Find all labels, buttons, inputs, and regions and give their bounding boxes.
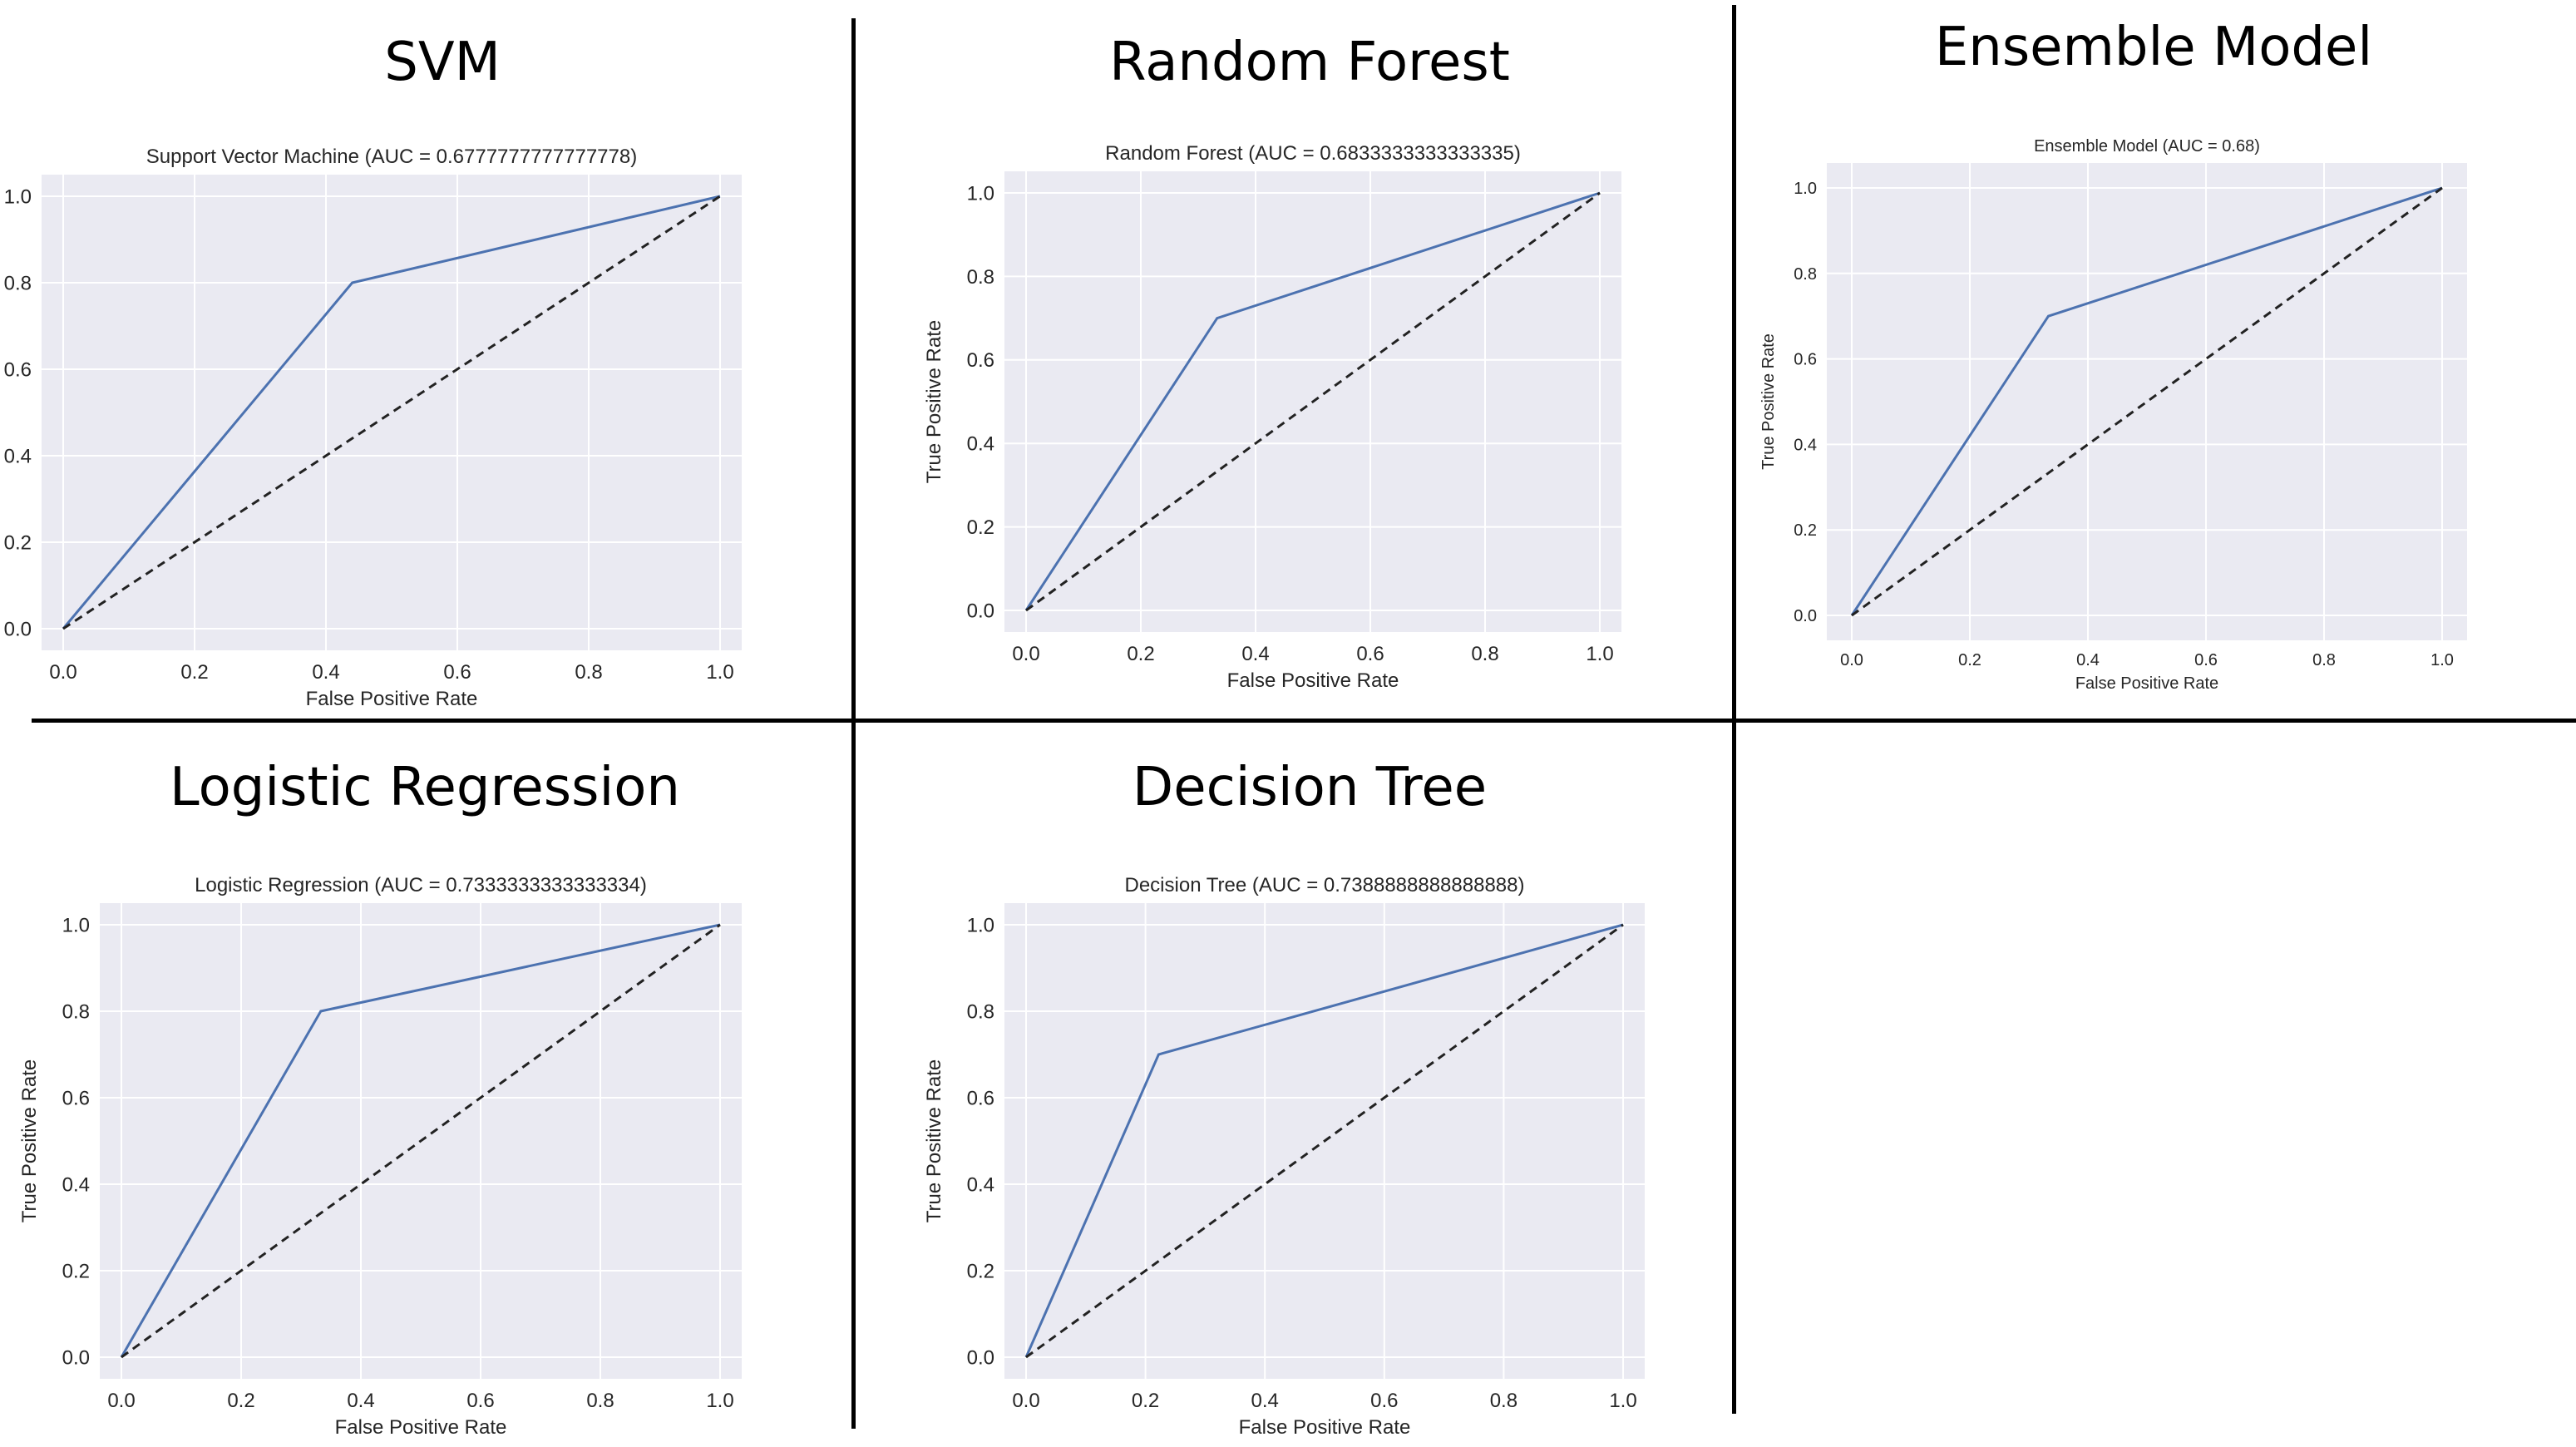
x-tick-label: 0.6 xyxy=(2194,651,2218,669)
x-tick-label: 0.2 xyxy=(1127,643,1154,665)
x-tick-label: 0.0 xyxy=(49,661,76,684)
x-tick-label: 0.0 xyxy=(107,1390,135,1412)
panel-heading-ensemble-model: Ensemble Model xyxy=(1934,17,2373,78)
divider-vertical-right xyxy=(1732,5,1736,1414)
y-tick-label: 0.8 xyxy=(1794,265,1817,284)
y-tick-label: 1.0 xyxy=(967,914,994,936)
chart-title: Decision Tree (AUC = 0.7388888888888888) xyxy=(1125,874,1525,896)
roc-curve xyxy=(1024,191,1601,611)
divider-vertical-left xyxy=(851,18,856,1429)
y-tick-label: 0.0 xyxy=(62,1346,90,1369)
y-tick-label: 0.8 xyxy=(4,272,32,294)
chance-line xyxy=(1025,191,1601,612)
y-tick-label: 0.2 xyxy=(62,1260,90,1282)
x-tick-label: 0.8 xyxy=(586,1390,614,1412)
y-tick-label: 1.0 xyxy=(967,182,994,205)
y-tick-label: 0.8 xyxy=(967,1000,994,1023)
chart-title: Logistic Regression (AUC = 0.73333333333… xyxy=(195,874,647,896)
x-axis-label: False Positive Rate xyxy=(335,1416,507,1439)
y-tick-label: 0.6 xyxy=(62,1087,90,1109)
x-tick-label: 0.4 xyxy=(2076,651,2100,669)
chart-title: Ensemble Model (AUC = 0.68) xyxy=(2034,137,2260,156)
plot-area xyxy=(42,175,742,650)
x-tick-label: 0.8 xyxy=(2312,651,2336,669)
x-tick-label: 1.0 xyxy=(2430,651,2454,669)
x-tick-label: 0.6 xyxy=(1356,643,1384,665)
x-tick-label: 0.0 xyxy=(1012,643,1039,665)
x-tick-label: 0.6 xyxy=(443,661,471,684)
panel-heading-random-forest: Random Forest xyxy=(1109,32,1510,93)
x-tick-label: 1.0 xyxy=(1586,643,1613,665)
y-tick-label: 0.0 xyxy=(1794,607,1817,625)
y-tick-label: 0.0 xyxy=(4,618,32,640)
y-tick-label: 0.4 xyxy=(967,433,994,456)
x-tick-label: 0.2 xyxy=(1132,1390,1159,1412)
y-tick-label: 0.6 xyxy=(967,1087,994,1109)
chart-title: Random Forest (AUC = 0.6833333333333335) xyxy=(1105,142,1521,165)
x-tick-label: 0.6 xyxy=(1370,1390,1398,1412)
plot-area xyxy=(1827,163,2467,640)
x-axis-label: False Positive Rate xyxy=(1239,1416,1411,1439)
y-tick-label: 0.6 xyxy=(967,349,994,372)
divider-horizontal xyxy=(32,719,2576,723)
x-axis-label: False Positive Rate xyxy=(2075,674,2218,693)
x-tick-label: 0.6 xyxy=(466,1390,494,1412)
x-tick-label: 0.8 xyxy=(575,661,602,684)
chance-line xyxy=(1025,923,1624,1359)
x-tick-label: 0.2 xyxy=(180,661,208,684)
x-tick-label: 0.4 xyxy=(347,1390,374,1412)
x-tick-label: 0.2 xyxy=(227,1390,254,1412)
y-tick-label: 1.0 xyxy=(1794,180,1817,198)
x-tick-label: 1.0 xyxy=(706,1390,733,1412)
roc-curve xyxy=(62,195,721,630)
y-tick-label: 0.8 xyxy=(967,266,994,289)
roc-curve xyxy=(1850,186,2443,616)
y-tick-label: 0.6 xyxy=(4,358,32,381)
chance-line xyxy=(62,195,721,630)
roc-curve xyxy=(1024,923,1624,1358)
panel-heading-decision-tree: Decision Tree xyxy=(1132,757,1488,818)
y-tick-label: 0.0 xyxy=(967,1346,994,1369)
y-tick-label: 0.2 xyxy=(1794,521,1817,540)
x-tick-label: 0.8 xyxy=(1490,1390,1517,1412)
y-tick-label: 0.2 xyxy=(4,531,32,554)
x-tick-label: 0.4 xyxy=(1241,643,1269,665)
y-tick-label: 0.6 xyxy=(1794,351,1817,369)
y-axis-label: True Positive Rate xyxy=(18,1059,41,1223)
x-tick-label: 0.4 xyxy=(1251,1390,1279,1412)
y-tick-label: 0.4 xyxy=(4,445,32,467)
x-tick-label: 0.0 xyxy=(1012,1390,1039,1412)
roc-curve xyxy=(120,923,721,1358)
chart-title: Support Vector Machine (AUC = 0.67777777… xyxy=(146,146,637,168)
chance-line xyxy=(121,923,721,1359)
y-tick-label: 1.0 xyxy=(4,185,32,208)
y-tick-label: 0.2 xyxy=(967,1260,994,1282)
x-tick-label: 0.2 xyxy=(1958,651,1981,669)
x-tick-label: 1.0 xyxy=(706,661,733,684)
panel-heading-svm: SVM xyxy=(384,32,501,93)
x-tick-label: 0.0 xyxy=(1840,651,1863,669)
y-tick-label: 0.4 xyxy=(967,1173,994,1196)
y-tick-label: 0.0 xyxy=(967,600,994,622)
y-tick-label: 0.4 xyxy=(62,1173,90,1196)
x-axis-label: False Positive Rate xyxy=(306,688,478,710)
y-tick-label: 0.8 xyxy=(62,1000,90,1023)
x-tick-label: 0.4 xyxy=(312,661,339,684)
x-tick-label: 1.0 xyxy=(1609,1390,1636,1412)
x-axis-label: False Positive Rate xyxy=(1227,669,1399,692)
y-tick-label: 1.0 xyxy=(62,914,90,936)
y-axis-label: True Positive Rate xyxy=(1759,333,1778,470)
y-tick-label: 0.4 xyxy=(1794,436,1817,454)
y-tick-label: 0.2 xyxy=(967,516,994,539)
y-axis-label: True Positive Rate xyxy=(923,1059,945,1223)
x-tick-label: 0.8 xyxy=(1471,643,1498,665)
y-axis-label: True Positive Rate xyxy=(923,320,945,484)
panel-heading-logistic-regression: Logistic Regression xyxy=(170,757,680,818)
